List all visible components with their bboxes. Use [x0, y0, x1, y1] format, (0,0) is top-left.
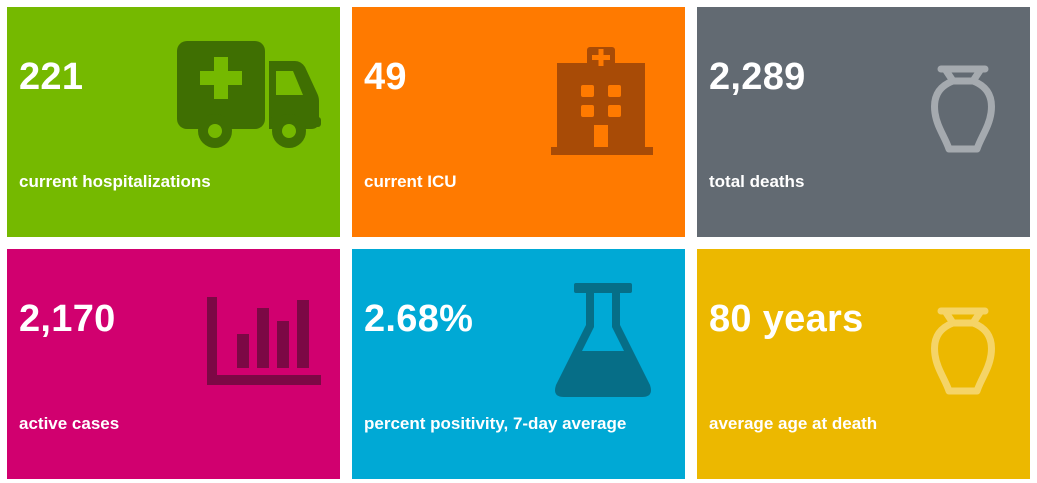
tile-total-deaths: 2,289 total deaths [697, 7, 1030, 237]
stats-dashboard: 221 current hospitalizations [7, 7, 1030, 479]
stat-value: 80 years [709, 298, 864, 340]
stat-label: total deaths [709, 172, 805, 191]
stat-label: current hospitalizations [19, 172, 211, 191]
ambulance-icon [177, 41, 321, 155]
hospital-building-icon [551, 43, 653, 157]
urn-icon [931, 65, 995, 155]
stat-label: average age at death [709, 414, 878, 433]
urn-icon [931, 307, 995, 397]
stat-label: percent positivity, 7-day average [364, 414, 627, 433]
stat-value: 2,170 [19, 298, 116, 340]
flask-icon [552, 283, 652, 401]
tile-average-age-at-death: 80 years average age at death [697, 249, 1030, 479]
tile-percent-positivity: 2.68% percent positivity, 7-day average [352, 249, 685, 479]
bar-chart-icon [207, 297, 323, 387]
stat-label: current ICU [364, 172, 457, 191]
tile-current-hospitalizations: 221 current hospitalizations [7, 7, 340, 237]
tile-current-icu: 49 current ICU [352, 7, 685, 237]
stat-value: 221 [19, 56, 84, 98]
stat-label: active cases [19, 414, 120, 433]
tile-active-cases: 2,170 active cases [7, 249, 340, 479]
stat-value: 2,289 [709, 56, 806, 98]
stat-value: 49 [364, 56, 407, 98]
stat-value: 2.68% [364, 298, 474, 340]
